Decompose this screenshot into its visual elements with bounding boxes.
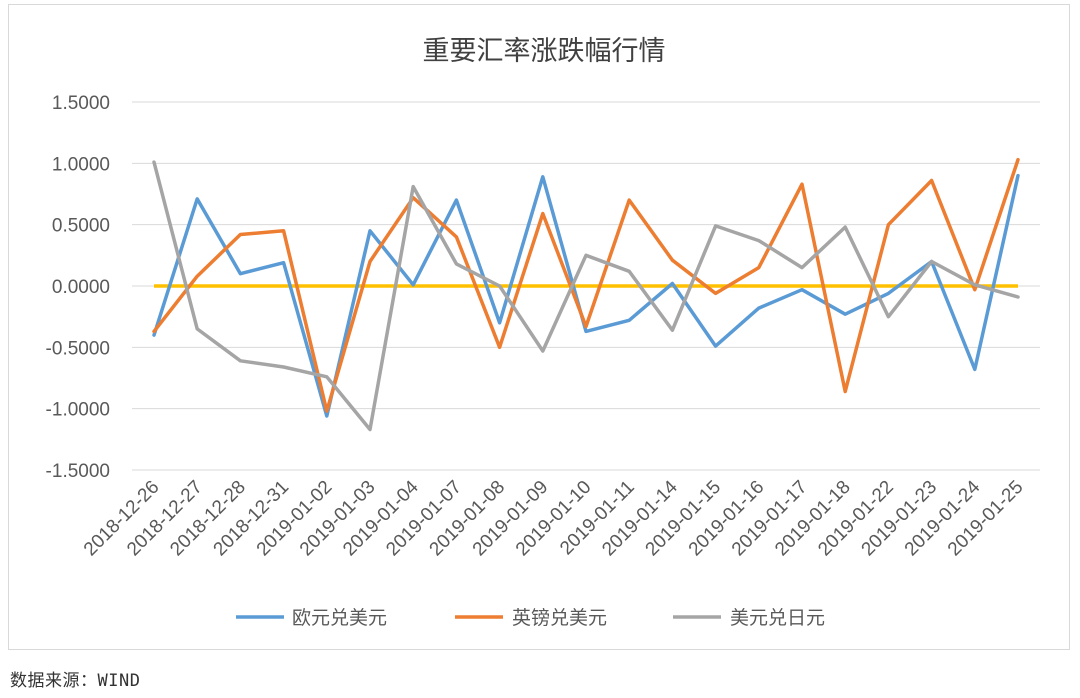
- series-line-3: [152, 160, 1020, 432]
- y-tick-label: 0.5000: [52, 216, 110, 237]
- series-layer: [152, 157, 1020, 432]
- y-tick-label: 1.0000: [52, 154, 110, 175]
- y-axis: 1.5000 1.0000 0.5000 0.0000 -0.5000 -1.0000 -1…: [46, 93, 110, 482]
- y-tick-label: -1.0000: [46, 400, 110, 421]
- series-line-2: [152, 157, 1020, 413]
- grid-layer: [132, 101, 1040, 471]
- chart-frame: [8, 4, 1070, 650]
- y-tick-label: 1.5000: [52, 93, 110, 114]
- y-tick-label: 0.0000: [52, 277, 110, 298]
- chart-title: 重要汇率涨跌幅行情: [423, 36, 666, 67]
- legend-label-1: 欧元兑美元: [292, 607, 387, 629]
- x-axis: 2018-12-262018-12-272018-12-282018-12-31…: [80, 476, 1028, 560]
- legend-label-3: 美元兑日元: [730, 607, 825, 629]
- legend-label-2: 英镑兑美元: [512, 607, 607, 629]
- y-tick-label: -0.5000: [46, 338, 110, 359]
- series-line-1: [152, 173, 1020, 418]
- legend: 欧元兑美元 英镑兑美元 美元兑日元: [236, 607, 825, 629]
- source-note: 数据来源：WIND: [10, 671, 141, 691]
- y-tick-label: -1.5000: [46, 461, 110, 482]
